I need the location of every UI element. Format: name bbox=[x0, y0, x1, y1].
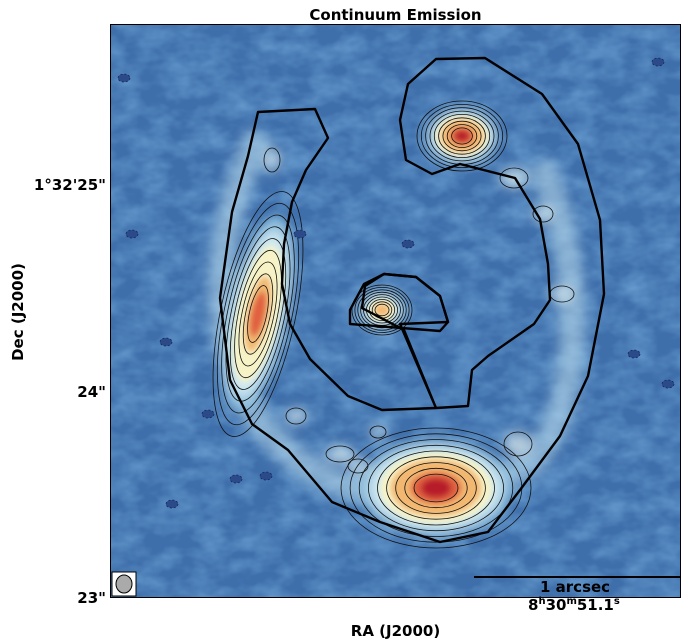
contour bbox=[499, 167, 529, 189]
contour-lines bbox=[117, 57, 675, 549]
y-tick-label: 1°32'25" bbox=[33, 176, 106, 194]
negative-contour bbox=[201, 409, 215, 419]
contour bbox=[442, 120, 482, 152]
y-tick-label: 23" bbox=[77, 589, 106, 607]
contour bbox=[395, 462, 477, 514]
y-tick-label: 24" bbox=[77, 383, 106, 401]
negative-contour bbox=[401, 239, 415, 249]
contour bbox=[354, 286, 410, 333]
contour bbox=[325, 445, 355, 463]
contour bbox=[416, 100, 508, 172]
contour bbox=[433, 114, 491, 159]
contour bbox=[532, 205, 554, 223]
negative-contour bbox=[165, 499, 179, 509]
faint-blob bbox=[286, 408, 306, 424]
contour bbox=[451, 127, 473, 145]
emission-layer bbox=[249, 291, 267, 337]
contour bbox=[285, 407, 307, 425]
contour bbox=[347, 458, 369, 474]
contour bbox=[351, 284, 413, 336]
negative-contour bbox=[229, 474, 243, 484]
contour bbox=[374, 303, 390, 317]
y-axis-label: Dec (J2000) bbox=[9, 263, 27, 361]
contour bbox=[229, 238, 287, 390]
inner-aperture bbox=[348, 272, 450, 333]
contour bbox=[357, 289, 407, 331]
contour bbox=[238, 261, 278, 367]
contour bbox=[386, 456, 486, 520]
faint-blob bbox=[348, 459, 368, 473]
contour bbox=[263, 147, 281, 173]
contour bbox=[242, 273, 274, 355]
contour bbox=[377, 450, 495, 526]
contour bbox=[404, 467, 468, 509]
ra-minutes: 30 bbox=[545, 596, 567, 614]
contour bbox=[420, 104, 504, 169]
contour bbox=[369, 425, 387, 439]
emission-layer bbox=[374, 303, 390, 317]
contour bbox=[221, 214, 295, 414]
faint-blob bbox=[264, 148, 280, 172]
contour bbox=[503, 431, 533, 457]
negative-contour bbox=[627, 349, 641, 359]
negative-contour bbox=[293, 229, 307, 239]
aperture-outlines bbox=[218, 56, 606, 544]
ra-seconds: 51.1 bbox=[576, 596, 614, 614]
contour bbox=[247, 285, 269, 343]
scale-bar-label: 1 arcsec bbox=[540, 578, 611, 596]
beam-ellipse bbox=[111, 571, 137, 597]
contour bbox=[438, 117, 486, 155]
negative-contour bbox=[125, 229, 139, 239]
ra-hours: 8 bbox=[528, 596, 539, 614]
continuum-map bbox=[110, 24, 681, 598]
contour bbox=[216, 202, 300, 426]
x-axis-label: RA (J2000) bbox=[350, 622, 441, 640]
faint-blob bbox=[326, 446, 354, 462]
contour bbox=[429, 110, 495, 162]
contour bbox=[360, 291, 404, 329]
faint-blob bbox=[370, 426, 386, 438]
contour bbox=[446, 124, 478, 148]
faint-blob bbox=[550, 286, 574, 302]
contour bbox=[358, 439, 514, 537]
negative-contour bbox=[651, 57, 665, 67]
negative-contour bbox=[259, 471, 273, 481]
outer-aperture bbox=[218, 56, 606, 544]
negative-contour bbox=[117, 73, 131, 83]
contour bbox=[368, 298, 396, 321]
ra-value-label: 8h30m51.1s bbox=[528, 596, 620, 614]
contour bbox=[340, 427, 532, 549]
faint-blob bbox=[504, 432, 532, 456]
chart-title: Continuum Emission bbox=[309, 6, 482, 24]
emission-layer bbox=[454, 130, 470, 142]
negative-contour bbox=[159, 337, 173, 347]
emission-layer bbox=[420, 478, 452, 498]
contour bbox=[234, 249, 282, 379]
negative-contour bbox=[661, 379, 675, 389]
contour bbox=[413, 473, 459, 503]
contour bbox=[367, 444, 504, 532]
